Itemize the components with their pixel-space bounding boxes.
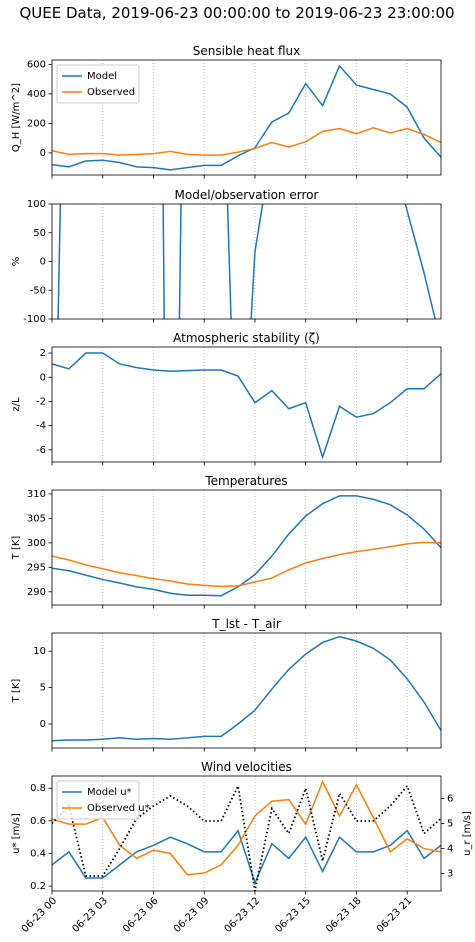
- x-tick-label: 06-23 21: [375, 895, 415, 935]
- y-tick-label: 0.4: [30, 848, 46, 859]
- y-tick-label: -100: [23, 314, 46, 325]
- y-tick-label: 100: [27, 199, 46, 210]
- series-line: [52, 779, 441, 876]
- y-tick-label: 10: [33, 646, 46, 657]
- y-tick-label: 200: [27, 118, 46, 129]
- panel-title: T_lst - T_air: [211, 617, 281, 631]
- x-tick-label: 06-23 15: [273, 895, 313, 935]
- series-line: [52, 541, 441, 588]
- y-tick-label: 290: [27, 587, 46, 598]
- y-tick-label: 0: [40, 257, 46, 268]
- y-tick-label: 50: [33, 228, 46, 239]
- y-tick-label: 600: [27, 59, 46, 70]
- axes-frame: [51, 775, 442, 892]
- panel: T_lst - T_air T [K] 0 5 10: [11, 617, 442, 752]
- y2-tick-label: 3: [447, 869, 453, 880]
- panel-title: Sensible heat flux: [193, 44, 300, 58]
- panel: Model/observation error% -100 -50 0 50 100: [11, 188, 442, 325]
- y-tick-label: 0.2: [30, 881, 46, 892]
- series-line: [52, 829, 441, 885]
- y-tick-label: 5: [40, 683, 46, 694]
- series-line: [52, 127, 441, 156]
- series-line: [52, 352, 441, 460]
- y-tick-label: 300: [27, 538, 46, 549]
- panel: Sensible heat flux Q_H [W/m^2] 0 200 400 600 M…: [11, 44, 442, 179]
- y-tick-label: 295: [27, 562, 46, 573]
- y-tick-label: 2: [40, 348, 46, 359]
- x-tick-label: 06-23 00: [20, 895, 60, 935]
- y2-tick-label: 6: [447, 794, 453, 805]
- y-tick-label: 0: [40, 719, 46, 730]
- y2-axis-label: u_r [m/s]: [462, 811, 473, 856]
- panel-title: Model/observation error: [175, 188, 319, 202]
- y-tick-label: -6: [36, 445, 46, 456]
- y2-tick-label: 5: [447, 819, 453, 830]
- x-tick-label: 06-23 03: [70, 895, 110, 935]
- legend-box: [56, 780, 140, 820]
- y-axis-label: z/L: [11, 397, 22, 412]
- y-axis-label: %: [11, 257, 22, 267]
- axes-frame: [51, 632, 442, 749]
- panel: Temperatures T [K] 290 295 300 305 310: [11, 474, 442, 609]
- y-tick-label: -2: [36, 396, 46, 407]
- y-tick-label: 0: [40, 148, 46, 159]
- y-tick-label: 0: [40, 372, 46, 383]
- x-tick-label: 06-23 18: [324, 895, 364, 935]
- x-tick-label: 06-23 12: [223, 895, 263, 935]
- legend-box: [56, 64, 140, 104]
- y-tick-label: 0.6: [30, 816, 46, 827]
- y-tick-label: -50: [30, 285, 46, 296]
- y-tick-label: 0.8: [30, 783, 46, 794]
- panel-title: Atmospheric stability (ζ): [173, 331, 320, 345]
- panel: Wind velocities u* [m/s] u_r [m/s] 06-23 00…: [11, 760, 473, 935]
- y2-tick-label: 4: [447, 844, 453, 855]
- y-tick-label: -4: [36, 421, 46, 432]
- y-tick-label: 305: [27, 513, 46, 524]
- legend-label: Model: [87, 71, 117, 82]
- legend-label: Observed u*: [87, 803, 150, 814]
- axes-frame: [51, 489, 442, 606]
- series-line: [52, 783, 441, 891]
- axes-frame: [51, 346, 442, 463]
- legend-label: Model u*: [87, 787, 132, 798]
- figure-title: QUEE Data, 2019-06-23 00:00:00 to 2019-0…: [19, 4, 454, 22]
- x-tick-label: 06-23 06: [121, 895, 161, 935]
- y-tick-label: 310: [27, 489, 46, 500]
- axes-frame: [51, 203, 442, 320]
- panel: Atmospheric stability (ζ) z/L -6 -4 -2 0 2: [11, 331, 442, 466]
- y-axis-label: u* [m/s]: [11, 813, 22, 854]
- panel-title: Wind velocities: [201, 760, 292, 774]
- y-axis-label: Q_H [W/m^2]: [11, 83, 22, 152]
- axes-frame: [51, 59, 442, 176]
- series-line: [52, 635, 441, 742]
- series-line: [52, 495, 441, 597]
- panel-title: Temperatures: [204, 474, 287, 488]
- y-axis-label: T [K]: [11, 536, 22, 561]
- y-axis-label: T [K]: [11, 679, 22, 704]
- series-line: [52, 64, 441, 171]
- legend-label: Observed: [87, 87, 135, 98]
- x-tick-label: 06-23 09: [172, 895, 212, 935]
- y-tick-label: 400: [27, 89, 46, 100]
